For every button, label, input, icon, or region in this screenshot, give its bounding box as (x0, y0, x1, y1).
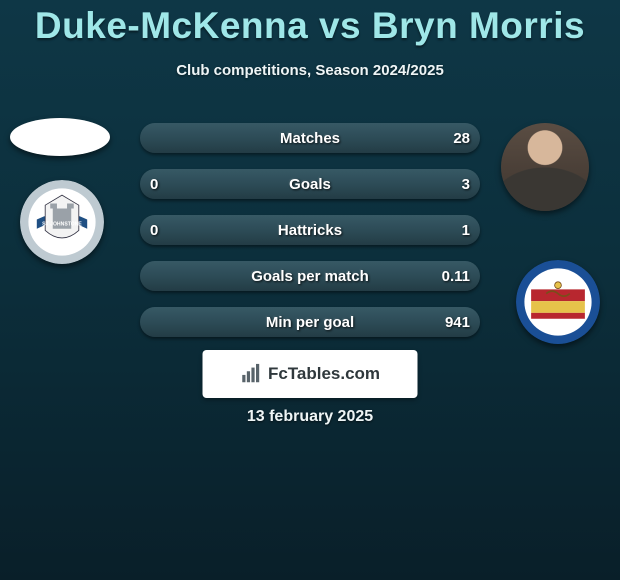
stat-value-left: 0 (150, 169, 158, 199)
svg-text:ST JOHNSTONE: ST JOHNSTONE (42, 221, 82, 227)
player-face-icon (501, 123, 589, 211)
player1-photo (10, 118, 110, 156)
page-title: Duke-McKenna vs Bryn Morris (0, 5, 620, 47)
stat-bar (140, 307, 480, 337)
stat-bar (140, 123, 480, 153)
crest-opponent-icon (516, 260, 600, 344)
stat-value-right: 3 (462, 169, 470, 199)
crest-stjohnstone-icon: ST JOHNSTONE (20, 180, 104, 264)
bar-chart-icon (240, 363, 262, 385)
stat-value-left: 0 (150, 215, 158, 245)
fctables-label: FcTables.com (268, 364, 380, 384)
stat-row: Goals03 (140, 169, 480, 199)
stat-bar (140, 261, 480, 291)
stat-bar (140, 215, 480, 245)
stat-value-right: 941 (445, 307, 470, 337)
stat-value-right: 28 (453, 123, 470, 153)
stat-bar (140, 169, 480, 199)
fctables-logo: FcTables.com (203, 350, 418, 398)
comparison-rows: Matches28Goals03Hattricks01Goals per mat… (140, 123, 480, 353)
player2-club-crest (516, 260, 600, 344)
stat-row: Goals per match0.11 (140, 261, 480, 291)
date-label: 13 february 2025 (0, 408, 620, 426)
stat-row: Matches28 (140, 123, 480, 153)
stat-value-right: 1 (462, 215, 470, 245)
stat-row: Hattricks01 (140, 215, 480, 245)
player1-club-crest: ST JOHNSTONE (20, 180, 104, 264)
stat-row: Min per goal941 (140, 307, 480, 337)
page-subtitle: Club competitions, Season 2024/2025 (0, 62, 620, 79)
stat-value-right: 0.11 (442, 261, 470, 291)
player2-photo (501, 123, 589, 211)
